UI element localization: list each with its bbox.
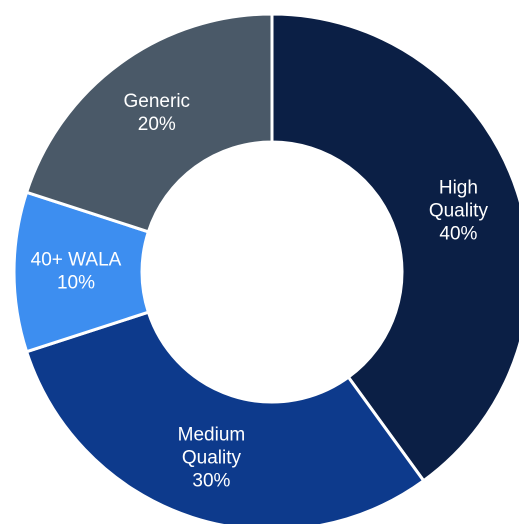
slices-layer <box>12 12 519 524</box>
slice-label-1-line-0: Medium <box>178 424 246 445</box>
slice-label-1-line-2: 30% <box>192 470 230 491</box>
labels-layer: High Quality 40%Medium Quality 30%40+ WALA 10… <box>31 91 489 491</box>
slice-label-1-line-1: Quality <box>182 447 242 468</box>
donut-slice-0 <box>270 12 519 483</box>
slice-label-3-line-1: 20% <box>138 114 176 135</box>
slice-label-1: Medium Quality 30% <box>178 424 246 491</box>
slice-label-2: 40+ WALA 10% <box>31 250 122 294</box>
donut-slice-3 <box>24 12 274 234</box>
slice-label-2-line-1: 10% <box>57 273 95 294</box>
slice-label-0-line-2: 40% <box>439 223 477 244</box>
slice-label-2-line-0: 40+ WALA <box>31 250 122 271</box>
slice-label-0-line-1: Quality <box>429 200 489 221</box>
slice-label-3-line-0: Generic <box>124 91 191 112</box>
slice-label-0: High Quality 40% <box>429 177 489 244</box>
slice-label-0-line-0: High <box>439 177 478 198</box>
donut-slice-1 <box>24 310 426 524</box>
slice-label-3: Generic 20% <box>124 91 191 135</box>
